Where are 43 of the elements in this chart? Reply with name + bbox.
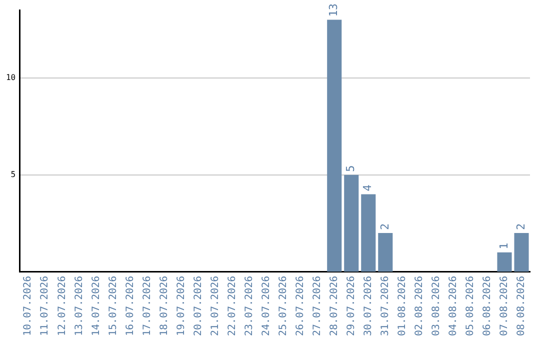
data-label: 1 [497,242,510,250]
x-tick-label: 05.08.2026 [465,276,476,336]
x-tick-label: 16.07.2026 [124,276,136,336]
x-tick-label: 18.07.2026 [158,276,170,336]
x-tick-label: 07.08.2026 [499,276,510,336]
x-tick-label: 22.07.2026 [226,276,238,336]
x-tick-label: 19.07.2026 [176,276,187,336]
x-tick-label: 03.08.2026 [431,276,442,336]
x-tick-label: 27.07.2026 [312,276,323,336]
bar [514,233,529,272]
x-tick-label: 26.07.2026 [294,276,306,336]
data-label: 5 [344,165,358,172]
data-label: 2 [514,223,528,230]
x-tick-label: 14.07.2026 [90,276,102,336]
bar [361,194,376,272]
x-tick-label: 30.07.2026 [362,276,374,336]
x-tick-label: 24.07.2026 [260,276,272,336]
x-tick-label: 15.07.2026 [108,276,119,336]
y-tick-label: 10 [6,72,16,82]
x-tick-label: 28.07.2026 [328,276,340,336]
x-tick-label: 06.08.2026 [482,276,494,336]
x-tick-label: 17.07.2026 [142,276,153,336]
bar [378,233,393,272]
x-tick-label: 29.07.2026 [346,276,357,336]
x-tick-label: 13.07.2026 [74,276,85,336]
bar [327,20,342,272]
x-tick-label: 02.08.2026 [414,276,426,336]
x-tick-label: 01.08.2026 [397,276,408,336]
data-label: 4 [361,184,374,192]
bar [344,174,359,272]
x-tick-label: 10.07.2026 [22,276,34,336]
x-tick-label: 11.07.2026 [40,276,51,336]
x-tick-label: 31.07.2026 [380,276,391,336]
x-tick-label: 20.07.2026 [192,276,204,336]
x-tick-label: 04.08.2026 [448,276,460,336]
x-tick-label: 12.07.2026 [56,276,68,336]
x-tick-label: 25.07.2026 [278,276,289,336]
data-label: 13 [327,3,340,17]
data-label: 2 [378,223,392,230]
x-tick-label: 08.08.2026 [516,276,528,336]
bar [497,252,512,272]
x-tick-label: 21.07.2026 [210,276,221,336]
x-tick-label: 23.07.2026 [244,276,255,336]
